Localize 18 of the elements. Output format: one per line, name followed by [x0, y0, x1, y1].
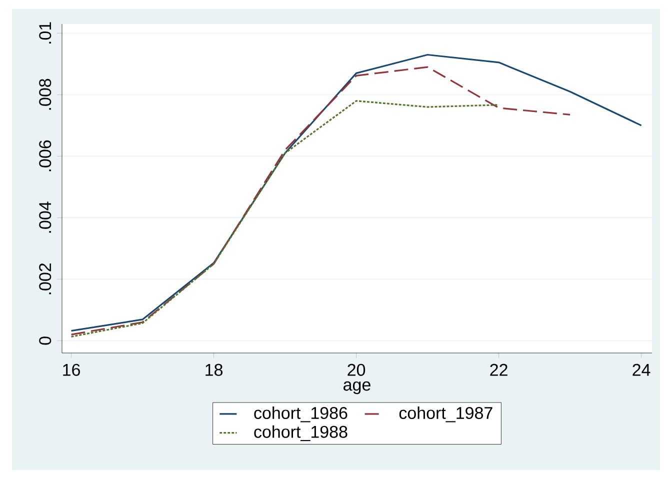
legend-label: cohort_1987	[399, 406, 492, 422]
y-tick-label: .004	[39, 202, 52, 233]
line-series	[70, 66, 571, 336]
y-tick-label: .008	[39, 78, 52, 110]
x-axis-title: age	[344, 381, 370, 394]
legend-label: cohort_1986	[254, 406, 348, 422]
x-tick-label: 22	[490, 364, 508, 376]
legend-label: cohort_1988	[254, 425, 348, 442]
y-tick-label: .01	[39, 22, 52, 44]
x-tick-label: 20	[348, 364, 366, 376]
line-series	[70, 100, 500, 338]
x-tick-label: 16	[63, 364, 80, 376]
y-tick-label: .002	[39, 264, 52, 294]
y-tick-label: 0	[39, 336, 52, 345]
line-series	[70, 54, 642, 332]
x-tick-label: 18	[206, 364, 222, 376]
x-tick-label: 24	[632, 364, 650, 376]
y-tick-label: .006	[39, 140, 52, 172]
